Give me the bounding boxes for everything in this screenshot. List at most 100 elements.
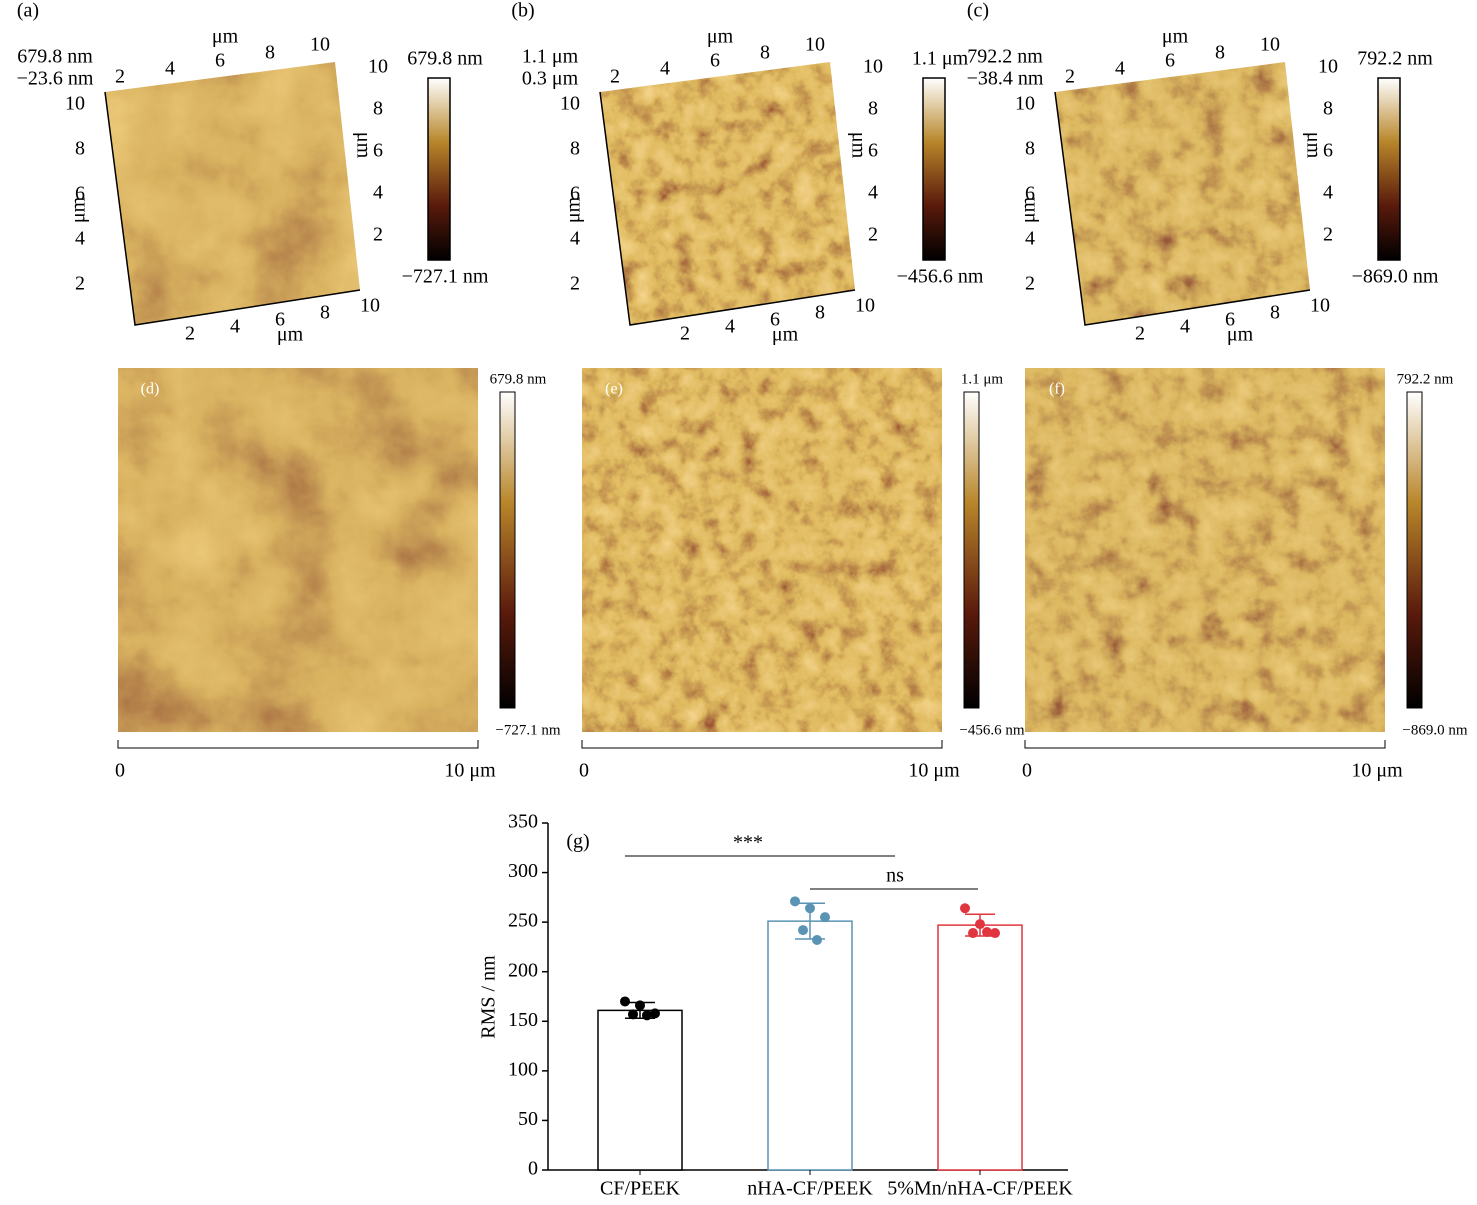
label: 4	[1115, 58, 1125, 80]
label: 4	[570, 228, 580, 250]
label: 8	[1025, 138, 1035, 160]
label: 4	[660, 58, 670, 80]
label: 350	[508, 811, 538, 833]
afm-image	[118, 368, 478, 732]
label: 6	[1025, 183, 1035, 205]
label: 10	[65, 93, 85, 115]
colorbar	[1406, 391, 1423, 709]
data-point	[990, 928, 1000, 939]
label: 10	[1310, 295, 1330, 317]
data-point	[628, 1009, 638, 1020]
data-point	[812, 934, 822, 945]
colorbar	[499, 391, 516, 709]
afm-image	[600, 62, 855, 325]
label: 679.8 nm	[490, 371, 547, 387]
afm-image	[582, 368, 942, 732]
afm-3d-panel	[1054, 62, 1311, 326]
label: 4	[165, 58, 175, 80]
label: 2	[1135, 323, 1145, 345]
label: 10	[560, 93, 580, 115]
label: 2	[1065, 66, 1075, 88]
label: 0	[115, 760, 125, 782]
label: 10	[805, 34, 825, 56]
label: 10	[368, 56, 388, 78]
afm-3d-panel	[599, 62, 856, 326]
panel-label: (d)	[141, 381, 160, 398]
label: ns	[886, 865, 904, 887]
label: 1.1 μm	[912, 48, 969, 70]
label: 2	[185, 323, 195, 345]
data-point	[790, 896, 800, 907]
label: nHA-CF/PEEK	[747, 1178, 873, 1200]
label: 6	[215, 50, 225, 72]
label: μm	[277, 324, 304, 346]
label: −869.0 nm	[1402, 722, 1467, 738]
label: 150	[508, 1009, 538, 1031]
label: −38.4 nm	[967, 68, 1044, 90]
axis-frame	[104, 91, 361, 326]
data-point	[820, 912, 830, 923]
label: 50	[518, 1108, 538, 1130]
label: 10	[1260, 34, 1280, 56]
label: RMS / nm	[478, 955, 500, 1039]
label: 4	[725, 316, 735, 338]
data-point	[620, 996, 630, 1007]
label: 1.1 μm	[522, 46, 579, 68]
label: μm	[847, 132, 869, 159]
afm-3d-panel	[104, 62, 361, 326]
label: 6	[1165, 50, 1175, 72]
label: 10 μm	[908, 760, 960, 782]
label: 2	[75, 273, 85, 295]
label: 5%Mn/nHA-CF/PEEK	[887, 1178, 1073, 1200]
label: 8	[373, 98, 383, 120]
data-point	[642, 1010, 652, 1021]
label: 10	[1015, 93, 1035, 115]
label: 10 μm	[1351, 760, 1403, 782]
label: 2	[570, 273, 580, 295]
label: (a)	[17, 0, 39, 22]
label: −456.6 nm	[959, 722, 1024, 738]
label: 792.2 nm	[1397, 371, 1454, 387]
label: 2	[373, 224, 383, 246]
scale-bar	[581, 740, 943, 749]
label: (g)	[566, 831, 589, 853]
bar	[767, 920, 853, 1171]
data-point	[968, 928, 978, 939]
label: 6	[1323, 140, 1333, 162]
label: 10	[863, 56, 883, 78]
label: 6	[1225, 309, 1235, 331]
colorbar	[922, 77, 946, 261]
label: −727.1 nm	[402, 266, 489, 288]
label: μm	[1302, 132, 1324, 159]
colorbar	[963, 391, 980, 709]
label: −727.1 nm	[495, 722, 560, 738]
label: 2	[115, 66, 125, 88]
label: 2	[1323, 224, 1333, 246]
label: μm	[707, 26, 734, 48]
label: (b)	[511, 0, 534, 22]
label: 4	[1323, 182, 1333, 204]
label: −23.6 nm	[17, 68, 94, 90]
label: 792.2 nm	[967, 46, 1043, 68]
data-point	[960, 903, 970, 914]
label: 8	[760, 42, 770, 64]
label: 4	[868, 182, 878, 204]
afm-image	[1055, 62, 1310, 325]
label: 0	[528, 1158, 538, 1180]
label: −869.0 nm	[1352, 266, 1439, 288]
label: 4	[1180, 316, 1190, 338]
label: ***	[733, 832, 763, 854]
label: −456.6 nm	[897, 266, 984, 288]
label: 2	[868, 224, 878, 246]
label: 10	[360, 295, 380, 317]
label: μm	[212, 26, 239, 48]
label: 4	[1025, 228, 1035, 250]
bar	[937, 924, 1023, 1171]
label: 4	[230, 316, 240, 338]
label: 300	[508, 860, 538, 882]
label: 8	[570, 138, 580, 160]
label: 10	[1318, 56, 1338, 78]
label: 4	[373, 182, 383, 204]
label: 250	[508, 910, 538, 932]
